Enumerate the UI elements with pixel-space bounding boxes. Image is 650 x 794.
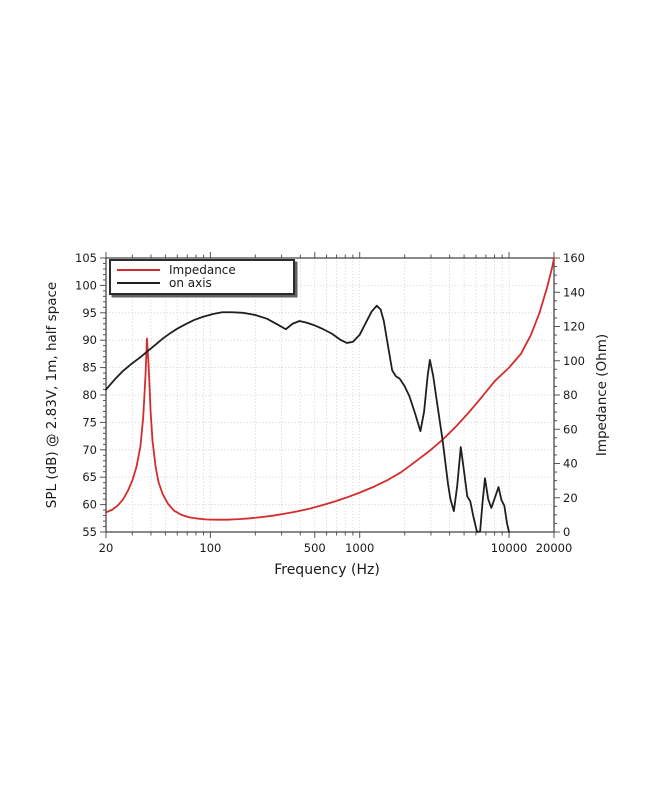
impedance-line-swatch [117,269,160,271]
y-left-tick-label: 80 [82,388,97,402]
left-axis-title: SPL (dB) @ 2.83V, 1m, half space [44,281,60,509]
x-tick-label: 10000 [491,541,528,555]
on-axis-line-swatch [117,282,160,284]
y-right-tick-label: 140 [563,285,585,299]
legend-label-impedance: Impedance [169,263,236,277]
y-left-tick-label: 70 [82,443,97,457]
tick-labels: 20 100 500 1000 10000 20000556065707580859095… [75,251,585,555]
legend: Impedance on axis [109,259,295,295]
y-left-tick-label: 95 [82,306,97,320]
curve-on-axis [105,304,510,533]
series-curves [105,257,555,533]
y-right-tick-label: 20 [563,491,578,505]
y-left-tick-label: 60 [82,498,97,512]
legend-label-on-axis: on axis [169,276,212,290]
y-right-tick-label: 60 [563,422,578,436]
y-right-tick-label: 120 [563,320,585,334]
plot-frame [105,257,555,533]
y-left-tick-label: 65 [82,470,97,484]
y-left-tick-label: 105 [75,251,97,265]
legend-item-on-axis: on axis [111,277,293,289]
curve-impedance [105,257,555,521]
right-axis-title: Impedance (Ohm) [594,333,610,457]
y-left-tick-label: 90 [82,333,97,347]
y-left-tick-label: 85 [82,361,97,375]
x-tick-label: 20 [99,541,114,555]
x-axis-title: Frequency (Hz) [274,562,380,578]
legend-item-impedance: Impedance [111,264,293,276]
y-left-tick-label: 55 [82,525,97,539]
x-tick-label: 100 [199,541,221,555]
y-right-tick-label: 160 [563,251,585,265]
y-right-tick-label: 0 [563,525,570,539]
y-right-tick-label: 80 [563,388,578,402]
x-tick-label: 1000 [345,541,374,555]
y-left-tick-label: 100 [75,278,97,292]
y-left-tick-label: 75 [82,415,97,429]
y-right-tick-label: 40 [563,457,578,471]
x-tick-label: 500 [304,541,326,555]
grid-lines [106,258,554,532]
x-tick-label: 20000 [536,541,573,555]
y-right-tick-label: 100 [563,354,585,368]
